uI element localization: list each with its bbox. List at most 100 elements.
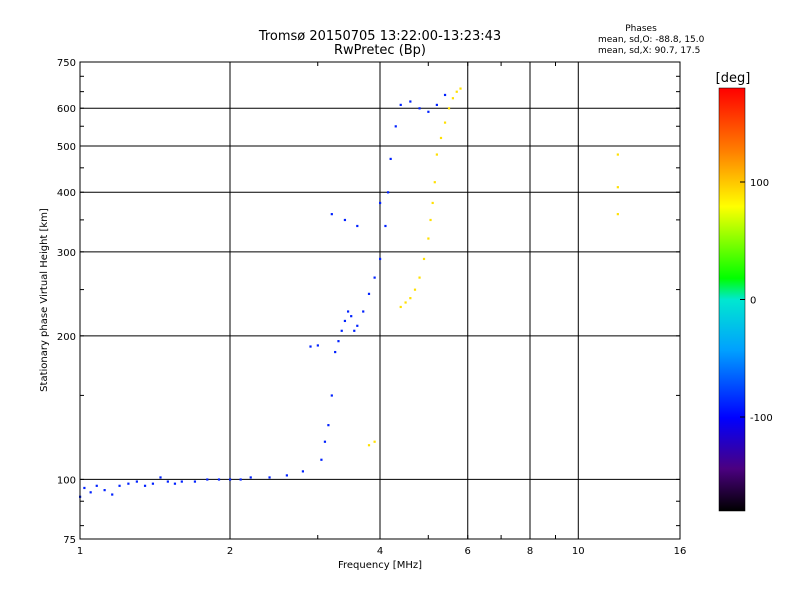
data-point-x [459,87,462,90]
y-tick-label: 75 [63,535,76,546]
data-point-x [409,297,412,300]
data-point-o [435,103,438,107]
legend-line-x: mean, sd,X: 90.7, 17.5 [598,46,700,56]
data-point-x [439,136,443,140]
data-point-o [356,324,359,327]
data-point-o [127,482,130,485]
data-point-x [373,440,376,443]
data-point-o [443,93,447,97]
data-point-o [135,480,138,483]
data-point-o [229,478,232,481]
data-point-x [433,181,436,184]
plot-frame [79,61,681,540]
y-tick-label: 300 [57,248,76,259]
x-tick-label: 8 [527,546,533,557]
data-point-o [309,345,312,348]
data-point-o [367,292,371,295]
data-point-o [384,224,387,228]
colorbar-tick-label: -100 [750,413,773,424]
data-point-o [89,491,92,494]
data-point-o [180,480,183,483]
x-tick-label: 2 [227,546,233,557]
data-point-x [418,276,421,279]
data-point-o [379,201,382,205]
colorbar-label: [deg] [716,71,751,86]
data-point-o [118,484,121,487]
data-point-o [409,100,412,103]
data-point-x [422,257,426,261]
x-tick-label: 16 [674,546,687,557]
colorbar-ticks: 100 0 -100 [740,178,773,424]
data-point-x [429,218,432,222]
data-point-o [330,394,333,397]
y-tick-label: 400 [57,188,76,199]
data-point-x [455,90,458,93]
data-point-o [343,319,347,323]
data-point-o [173,482,177,485]
data-point-o [249,476,252,479]
data-point-o [343,218,347,222]
data-point-x [443,121,447,124]
y-tick-label: 200 [57,332,76,343]
data-point-x [431,201,434,205]
data-point-o [239,478,242,481]
data-point-x [616,153,619,156]
data-point-o [346,310,350,313]
data-point-x [616,213,619,216]
y-tick-label: 100 [57,475,76,486]
data-point-o [373,276,376,279]
x-tick-label: 1 [77,546,83,557]
data-point-x [413,288,417,291]
data-point-o [166,480,169,483]
data-point-o [323,440,327,443]
data-point-o [427,110,430,113]
data-point-o [356,224,359,228]
data-point-o [83,486,86,490]
x-tick-label: 10 [572,546,585,557]
y-axis-label: Stationary phase Virtual Height [km] [39,208,50,392]
data-point-o [268,476,271,479]
x-tick-label: 6 [465,546,471,557]
y-tick-label: 750 [57,58,76,69]
data-point-x [399,305,402,309]
data-point-o [386,191,390,194]
data-point-x [447,107,451,110]
data-point-o [362,310,365,313]
data-point-o [217,478,221,481]
data-point-o [285,474,288,477]
data-point-x [404,301,407,304]
x-tick-label: 4 [377,546,383,557]
data-point-o [316,344,319,347]
grid [80,62,680,539]
data-point-o [418,107,421,110]
data-point-o [193,480,197,483]
data-point-o [143,484,147,487]
data-point-o [340,329,343,332]
data-point-o [159,476,162,479]
data-point-o [350,315,353,318]
data-points [79,87,619,498]
data-point-x [367,444,371,447]
data-point-o [151,482,155,485]
data-point-o [353,329,356,332]
chart-subtitle: RwPretec (Bp) [334,43,426,58]
data-point-o [111,493,114,496]
data-point-o [379,257,382,261]
data-point-o [394,125,397,128]
colorbar-tick-label: 0 [750,296,756,307]
chart-title: Tromsø 20150705 13:22:00-13:23:43 [258,29,501,44]
y-tick-label: 600 [57,104,76,115]
data-point-o [320,458,323,461]
data-point-o [389,157,392,161]
data-point-o [334,350,337,354]
data-point-o [330,213,333,216]
axis-ticks: 1 2 4 6 8 10 16 75 100 200 300 400 500 600 750 [57,58,686,557]
data-point-x [616,186,619,189]
data-point-o [103,489,106,492]
data-point-o [206,478,209,481]
data-point-x [427,237,430,240]
data-point-o [399,103,402,107]
colorbar-tick-label: 100 [750,178,769,189]
